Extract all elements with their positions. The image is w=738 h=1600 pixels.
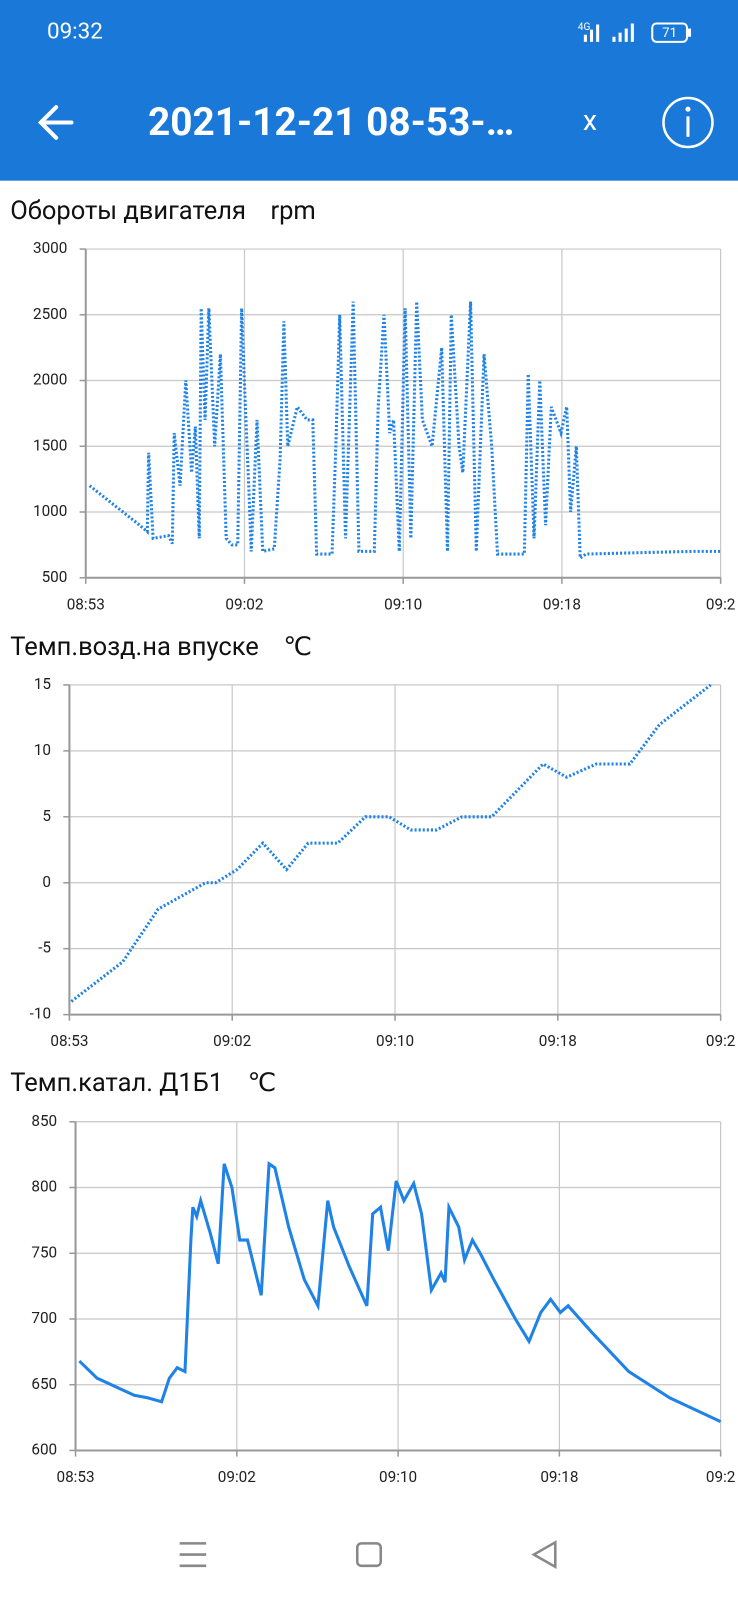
nav-menu[interactable]: [179, 1542, 207, 1568]
battery-tip: [687, 28, 692, 37]
y-tick-label: 5: [42, 807, 51, 825]
close-button[interactable]: x: [583, 103, 597, 137]
x-tick-label: 09:02: [213, 1032, 251, 1050]
y-tick-label: 0: [42, 873, 51, 891]
battery-level: 71: [662, 26, 677, 41]
header-title: 2021-12-21 08-53-…: [148, 100, 514, 145]
x-tick-label: 09:2: [706, 595, 736, 613]
y-tick-label: 650: [31, 1375, 57, 1393]
info-bar: [686, 116, 690, 137]
chart: Обороты двигателя rpm 500 1000 1500 2000 2500 3…: [10, 196, 736, 613]
status-time: 09:32: [47, 19, 103, 45]
info-circle: [662, 96, 714, 149]
app-bar: [0, 0, 738, 181]
y-tick-label: -10: [30, 1005, 51, 1023]
x-tick-label: 08:53: [50, 1032, 88, 1050]
x-tick-label: 09:18: [540, 1468, 578, 1486]
chart: Темп.возд.на впуске ℃ -10 -5 0 5 10 15 08:53 09:0…: [10, 632, 736, 1050]
x-tick-label: 09:10: [379, 1468, 417, 1486]
chart-title: Обороты двигателя: [10, 196, 246, 226]
x-tick-label: 09:02: [218, 1468, 256, 1486]
y-tick-label: 700: [31, 1309, 57, 1327]
chart-unit: ℃: [283, 632, 312, 662]
y-tick-label: 1500: [33, 436, 67, 454]
chart-unit: ℃: [248, 1068, 277, 1098]
chart-title: Темп.возд.на впуске: [10, 632, 259, 662]
data-line: [70, 683, 712, 1003]
y-tick-label: 800: [31, 1178, 57, 1196]
nav-bar: [179, 1540, 557, 1570]
y-tick-label: 750: [31, 1243, 57, 1261]
signal-icons: [583, 23, 634, 42]
x-tick-label: 08:53: [56, 1468, 94, 1486]
y-tick-label: 15: [34, 675, 51, 693]
back-button[interactable]: [37, 105, 74, 140]
chart-title: Темп.катал. Д1Б1: [10, 1068, 223, 1098]
data-line: [78, 1161, 722, 1423]
x-tick-label: 09:10: [384, 595, 422, 613]
y-tick-label: 2000: [33, 371, 67, 389]
chart: Темп.катал. Д1Б1 ℃ 600 650 700 750 800 850 08:53…: [10, 1068, 736, 1486]
charts: Обороты двигателя rpm 500 1000 1500 2000 2500 3…: [10, 196, 736, 1486]
y-tick-label: 1000: [33, 502, 67, 520]
network-type: 4G: [578, 22, 591, 33]
x-tick-label: 09:18: [543, 595, 581, 613]
y-tick-label: 500: [42, 568, 68, 586]
info-button[interactable]: [662, 96, 714, 149]
y-tick-label: 10: [34, 741, 51, 759]
y-tick-label: -5: [38, 939, 51, 957]
nav-back[interactable]: [531, 1540, 557, 1570]
nav-home[interactable]: [355, 1542, 383, 1568]
x-tick-label: 09:18: [539, 1032, 577, 1050]
x-tick-label: 08:53: [67, 595, 105, 613]
data-line: [88, 301, 721, 561]
x-tick-label: 09:2: [706, 1032, 736, 1050]
info-dot: [685, 106, 691, 112]
x-tick-label: 09:02: [225, 595, 263, 613]
x-tick-label: 09:10: [376, 1032, 414, 1050]
x-tick-label: 09:2: [706, 1468, 736, 1486]
y-tick-label: 3000: [33, 239, 67, 257]
y-tick-label: 850: [31, 1112, 57, 1130]
y-tick-label: 600: [31, 1441, 57, 1459]
chart-unit: rpm: [270, 196, 315, 226]
y-tick-label: 2500: [33, 305, 67, 323]
battery-icon: [651, 22, 688, 43]
